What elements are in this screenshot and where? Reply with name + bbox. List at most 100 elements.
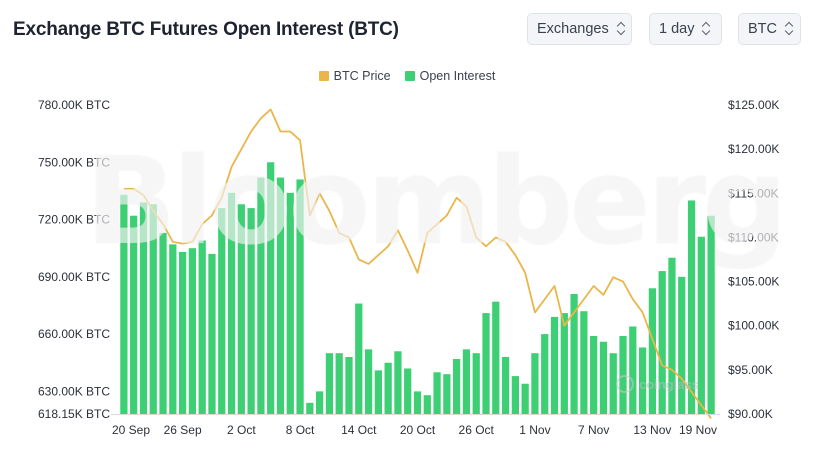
brand-watermark-label: coinglass xyxy=(639,376,699,392)
bar-open-interest[interactable] xyxy=(139,202,148,414)
y-left-tick-label: 690.00K BTC xyxy=(38,270,110,284)
legend-swatch-open-interest xyxy=(404,71,415,81)
y-axis-left: 780.00K BTC 750.00K BTC 720.00K BTC 690.00K… xyxy=(38,98,110,421)
bar-open-interest[interactable] xyxy=(697,236,705,414)
bar-open-interest[interactable] xyxy=(501,357,510,414)
x-tick-label: 26 Oct xyxy=(459,423,495,437)
bar-open-interest[interactable] xyxy=(208,253,216,414)
y-left-tick-label: 630.00K BTC xyxy=(38,384,110,398)
bar-open-interest[interactable] xyxy=(482,313,490,414)
y-right-tick-label: $120.00K xyxy=(728,142,779,156)
line-btc-price[interactable] xyxy=(123,108,712,419)
legend-item-open-interest[interactable]: Open Interest xyxy=(404,69,496,83)
bar-open-interest[interactable] xyxy=(590,336,598,414)
bar-open-interest[interactable] xyxy=(149,204,157,414)
bar-open-interest[interactable] xyxy=(237,204,245,414)
bar-open-interest[interactable] xyxy=(521,383,529,414)
bar-open-interest[interactable] xyxy=(443,374,451,414)
y-right-tick-label: $90.00K xyxy=(728,407,773,421)
bar-open-interest[interactable] xyxy=(560,313,568,414)
y-right-tick-label: $125.00K xyxy=(728,98,779,112)
bar-open-interest[interactable] xyxy=(413,391,422,414)
bar-open-interest[interactable] xyxy=(384,362,392,414)
x-tick-label: 14 Oct xyxy=(341,423,377,437)
bar-open-interest[interactable] xyxy=(453,358,461,414)
bar-open-interest[interactable] xyxy=(169,244,177,414)
x-axis: 20 Sep 26 Sep 2 Oct 8 Oct 14 Oct 20 Oct 26 Oct… xyxy=(111,414,720,437)
bar-open-interest[interactable] xyxy=(130,215,138,414)
bar-open-interest[interactable] xyxy=(316,391,324,414)
bar-open-interest[interactable] xyxy=(218,208,226,414)
bar-open-interest[interactable] xyxy=(325,353,334,414)
y-left-tick-label: 750.00K BTC xyxy=(38,155,110,169)
bar-open-interest[interactable] xyxy=(707,215,715,414)
bar-open-interest[interactable] xyxy=(306,402,314,414)
coinglass-logo-icon xyxy=(616,375,634,393)
line-series-btc-price xyxy=(123,108,712,419)
y-right-tick-label: $105.00K xyxy=(728,275,779,289)
y-right-tick-label: $95.00K xyxy=(728,363,773,377)
bar-open-interest[interactable] xyxy=(355,303,363,414)
bar-open-interest[interactable] xyxy=(678,276,686,414)
bar-open-interest[interactable] xyxy=(511,376,519,414)
bar-open-interest[interactable] xyxy=(374,370,382,414)
bar-open-interest[interactable] xyxy=(472,353,480,414)
legend-swatch-btc-price xyxy=(318,71,329,81)
bar-open-interest[interactable] xyxy=(629,326,637,414)
bar-open-interest[interactable] xyxy=(648,288,656,414)
bar-open-interest[interactable] xyxy=(599,341,608,414)
y-left-tick-label: 660.00K BTC xyxy=(38,327,110,341)
bar-open-interest[interactable] xyxy=(296,179,304,414)
legend-label-btc-price: BTC Price xyxy=(333,69,391,83)
y-right-tick-label: $110.00K xyxy=(728,230,779,244)
bar-open-interest[interactable] xyxy=(658,271,666,414)
unit-select[interactable]: BTC xyxy=(738,13,801,45)
bar-open-interest[interactable] xyxy=(188,248,197,414)
bar-open-interest[interactable] xyxy=(335,353,343,414)
chart-title: Exchange BTC Futures Open Interest (BTC) xyxy=(13,19,399,40)
bar-open-interest[interactable] xyxy=(423,395,431,414)
bar-open-interest[interactable] xyxy=(462,349,471,414)
bar-open-interest[interactable] xyxy=(404,368,412,414)
exchanges-select-label: Exchanges xyxy=(537,21,609,37)
bar-open-interest[interactable] xyxy=(257,177,265,414)
y-right-tick-label: $100.00K xyxy=(728,319,779,333)
bar-open-interest[interactable] xyxy=(433,372,441,414)
bar-open-interest[interactable] xyxy=(267,162,275,414)
bar-open-interest[interactable] xyxy=(668,257,676,414)
bar-open-interest[interactable] xyxy=(345,357,353,414)
legend-label-open-interest: Open Interest xyxy=(419,69,496,83)
chart-legend: BTC Price Open Interest xyxy=(0,69,814,83)
bar-open-interest[interactable] xyxy=(198,240,206,414)
exchanges-select[interactable]: Exchanges xyxy=(527,13,632,45)
bar-open-interest[interactable] xyxy=(570,294,578,414)
bar-open-interest[interactable] xyxy=(159,232,167,414)
bar-open-interest[interactable] xyxy=(247,208,255,414)
y-right-tick-label: $115.00K xyxy=(728,186,779,200)
x-tick-label: 1 Nov xyxy=(519,423,550,437)
bar-open-interest[interactable] xyxy=(687,200,696,414)
interval-select[interactable]: 1 day xyxy=(649,13,722,45)
bar-open-interest[interactable] xyxy=(580,311,588,414)
legend-item-btc-price[interactable]: BTC Price xyxy=(318,69,391,83)
bar-open-interest[interactable] xyxy=(531,353,539,414)
bar-open-interest[interactable] xyxy=(609,353,617,414)
bar-open-interest[interactable] xyxy=(178,252,187,414)
x-tick-label: 19 Nov xyxy=(679,423,717,437)
y-axis-right: $125.00K $120.00K $115.00K $110.00K $105.00K… xyxy=(728,98,779,421)
bar-open-interest[interactable] xyxy=(394,351,402,414)
bar-open-interest[interactable] xyxy=(364,349,373,414)
bar-open-interest[interactable] xyxy=(541,334,549,414)
y-left-tick-label: 618.15K BTC xyxy=(38,407,110,421)
bar-open-interest[interactable] xyxy=(492,301,500,414)
bar-open-interest[interactable] xyxy=(120,194,128,414)
bar-open-interest[interactable] xyxy=(276,177,285,414)
bar-open-interest[interactable] xyxy=(638,347,647,414)
bar-open-interest[interactable] xyxy=(550,316,559,414)
y-left-tick-label: 780.00K BTC xyxy=(38,98,110,112)
x-tick-label: 8 Oct xyxy=(286,423,315,437)
bar-open-interest[interactable] xyxy=(286,192,294,414)
bar-open-interest[interactable] xyxy=(227,192,236,414)
y-left-tick-label: 720.00K BTC xyxy=(38,213,110,227)
x-tick-label: 7 Nov xyxy=(578,423,609,437)
